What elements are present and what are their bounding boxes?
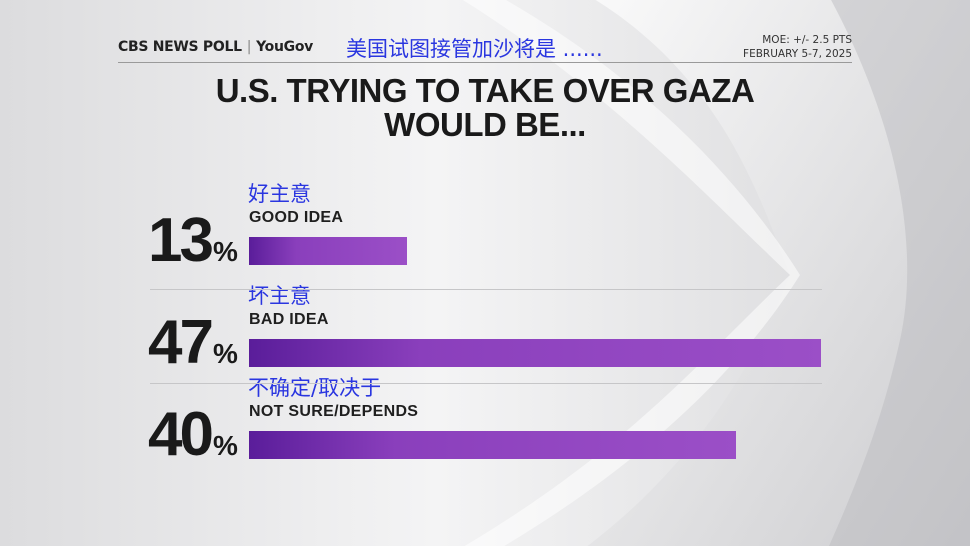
brand-cbs: CBS NEWS POLL [118, 39, 242, 55]
value-label: 13% [148, 210, 238, 283]
brand-logo: CBS NEWS POLL | YouGov [118, 39, 313, 55]
chinese-title: 美国试图接管加沙将是 ...... [346, 37, 603, 61]
chart-title: U.S. TRYING TO TAKE OVER GAZA WOULD BE..… [150, 74, 820, 142]
brand-separator: | [246, 39, 252, 55]
chart-title-line-2: WOULD BE... [384, 106, 586, 143]
poll-meta: MOE: +/- 2.5 PTS FEBRUARY 5-7, 2025 [743, 33, 852, 61]
bar [249, 431, 736, 459]
brand-partner: YouGov [256, 39, 313, 55]
row-divider [150, 289, 822, 290]
value-unit: % [212, 338, 238, 369]
category-label: BAD IDEA [249, 311, 329, 328]
row-divider [150, 383, 822, 384]
header-rule [118, 62, 852, 63]
value-number: 47 [148, 308, 214, 377]
header: CBS NEWS POLL | YouGov 美国试图接管加沙将是 ...... M… [118, 33, 852, 63]
category-label-cn: 好主意 [248, 182, 311, 206]
bar [249, 237, 407, 265]
category-label: GOOD IDEA [249, 209, 344, 226]
category-label: NOT SURE/DEPENDS [249, 403, 419, 420]
category-label-cn: 坏主意 [248, 284, 311, 308]
poll-dates: FEBRUARY 5-7, 2025 [743, 48, 852, 60]
value-number: 13 [148, 206, 214, 275]
value-number: 40 [148, 400, 214, 469]
chart-title-line-1: U.S. TRYING TO TAKE OVER GAZA [215, 72, 755, 109]
value-label: 47% [148, 312, 238, 385]
margin-of-error: MOE: +/- 2.5 PTS [762, 34, 852, 46]
category-label-cn: 不确定/取决于 [248, 376, 382, 400]
value-unit: % [212, 430, 238, 461]
value-label: 40% [148, 404, 238, 477]
value-unit: % [212, 236, 238, 267]
bar [249, 339, 821, 367]
